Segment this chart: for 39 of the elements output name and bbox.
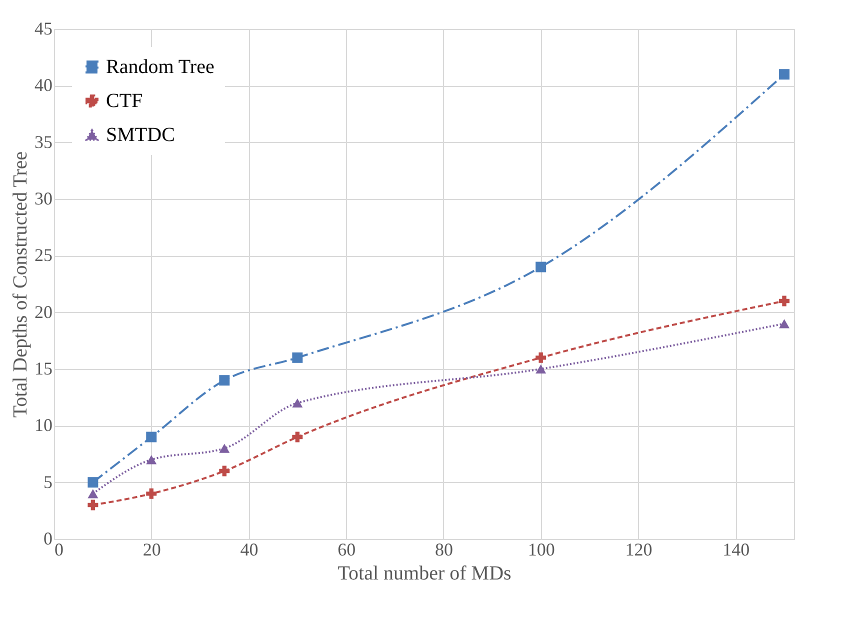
legend-label: Random Tree: [106, 56, 214, 78]
y-axis-title: Total Depths of Constructed Tree: [10, 151, 32, 418]
legend-label: CTF: [106, 90, 143, 112]
y-tick-label: 15: [34, 358, 52, 378]
y-tick-label: 20: [34, 302, 52, 322]
point: [219, 444, 230, 453]
y-tick-label: 40: [34, 75, 52, 96]
point: [536, 364, 546, 374]
x-tick-label: 60: [338, 540, 356, 560]
y-tick-label: 5: [44, 472, 52, 492]
y-tick-label: 10: [34, 415, 52, 436]
y-tick-label: 25: [34, 245, 52, 266]
point: [536, 352, 546, 363]
point: [88, 489, 98, 498]
y-tick-label: 45: [34, 18, 52, 38]
x-tick-label: 120: [625, 540, 652, 560]
x-axis-title: Total number of MDs: [338, 562, 512, 584]
point: [779, 296, 790, 306]
x-tick-label: 140: [722, 540, 750, 560]
point: [292, 398, 303, 408]
y-tick-label: 30: [34, 188, 52, 208]
y-tick-label: 35: [34, 132, 52, 152]
point: [536, 262, 546, 272]
point: [146, 488, 157, 499]
point: [292, 352, 303, 363]
point: [219, 375, 230, 386]
point: [292, 432, 303, 442]
point: [779, 319, 790, 328]
x-tick-label: 100: [528, 540, 555, 560]
x-tick-label: 80: [434, 540, 453, 560]
legend-label: SMTDC: [106, 124, 175, 146]
point: [146, 432, 157, 442]
point: [88, 500, 98, 510]
x-tick-label: 20: [142, 540, 161, 560]
point: [219, 466, 230, 476]
point: [779, 69, 790, 80]
point: [146, 455, 157, 464]
point: [88, 477, 98, 488]
x-tick-label: 40: [240, 540, 258, 560]
